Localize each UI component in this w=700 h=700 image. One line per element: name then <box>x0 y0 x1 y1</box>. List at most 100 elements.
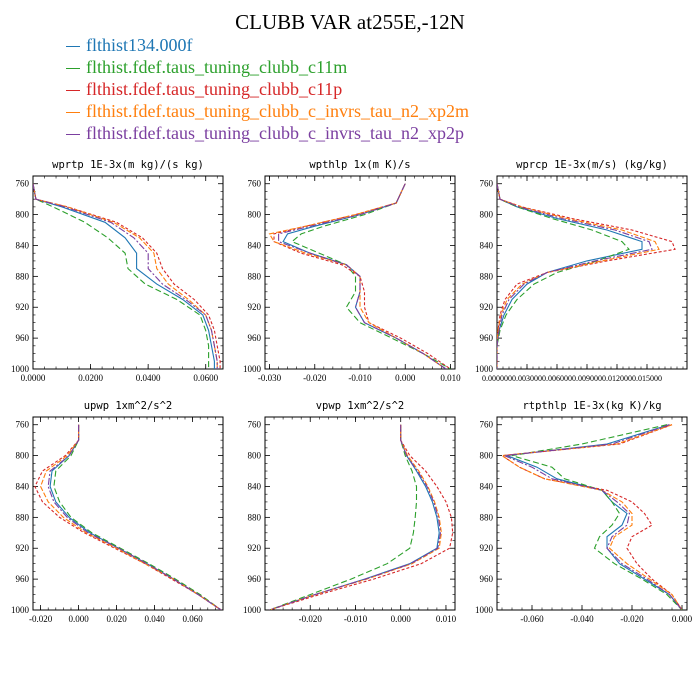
y-tick-label: 1000 <box>475 605 494 615</box>
x-tick-label: -0.020 <box>299 614 323 624</box>
x-tick-label: 0.0600 <box>193 373 218 383</box>
y-tick-label: 920 <box>16 302 30 312</box>
y-tick-label: 1000 <box>475 364 494 374</box>
y-tick-label: 800 <box>248 210 262 220</box>
series-line <box>33 183 210 369</box>
series-line <box>40 424 222 610</box>
series-line <box>33 183 221 369</box>
legend-swatch <box>66 46 80 48</box>
legend-item: flthist.fdef.taus_tuning_clubb_c_invrs_t… <box>66 100 469 122</box>
chart-panel: wpthlp 1x(m K)/s7608008408809209601000-0… <box>243 159 461 383</box>
series-line <box>506 424 683 610</box>
series-line <box>278 183 447 369</box>
y-tick-label: 800 <box>16 210 30 220</box>
series-line <box>53 424 222 610</box>
x-tick-label: 0.015000 <box>632 374 662 383</box>
legend-swatch <box>66 90 80 92</box>
x-tick-label: 0.010 <box>440 373 461 383</box>
panel-title: wprtp 1E-3x(m kg)/(s kg) <box>52 159 204 171</box>
x-tick-label: 0.020 <box>106 614 127 624</box>
series-line <box>497 183 630 369</box>
y-tick-label: 840 <box>16 481 30 491</box>
chart-panel: upwp 1xm^2/s^2 760 800 840 880 920 960 1000-0.0… <box>11 400 224 624</box>
series-line <box>49 424 222 610</box>
y-tick-label: 760 <box>16 179 30 189</box>
series-line <box>497 183 653 369</box>
series-line <box>511 424 683 610</box>
y-tick-label: 960 <box>480 574 494 584</box>
panel-title: vpwp 1xm^2/s^2 <box>316 400 405 412</box>
y-tick-label: 1000 <box>11 364 30 374</box>
x-tick-label: 0.0400 <box>136 373 161 383</box>
legend: flthist134.000f flthist.fdef.taus_tuning_… <box>66 34 469 144</box>
legend-swatch <box>66 112 80 114</box>
y-tick-label: 1000 <box>11 605 30 615</box>
x-tick-label: -0.010 <box>344 614 368 624</box>
x-tick-label: 0.060 <box>182 614 203 624</box>
y-tick-label: 840 <box>248 240 262 250</box>
series-line <box>269 424 442 610</box>
y-tick-label: 800 <box>248 451 262 461</box>
y-tick-label: 960 <box>248 574 262 584</box>
chart-panel: rtpthlp 1E-3x(kg K)/kg 760 800 840 880 920 960… <box>475 400 693 624</box>
series-line <box>47 424 222 610</box>
plot-frame <box>32 416 224 611</box>
y-tick-label: 920 <box>248 302 262 312</box>
series-line <box>502 424 683 610</box>
series-line <box>269 424 418 610</box>
y-tick-label: 960 <box>480 333 494 343</box>
series-line <box>273 183 451 369</box>
x-tick-label: 0.003000 <box>512 374 542 383</box>
y-tick-label: 880 <box>480 271 494 281</box>
y-tick-label: 880 <box>16 512 30 522</box>
series-line <box>500 424 683 610</box>
y-tick-label: 880 <box>248 271 262 281</box>
y-tick-label: 840 <box>16 240 30 250</box>
legend-item: flthist.fdef.taus_tuning_clubb_c11p <box>66 78 469 100</box>
y-tick-label: 1000 <box>243 605 262 615</box>
legend-swatch <box>66 134 80 136</box>
legend-label: flthist.fdef.taus_tuning_clubb_c_invrs_t… <box>86 123 464 143</box>
y-tick-label: 920 <box>16 543 30 553</box>
y-tick-label: 760 <box>16 420 30 430</box>
x-tick-label: 0.000 <box>672 614 693 624</box>
y-tick-label: 840 <box>480 481 494 491</box>
x-tick-label: -0.030 <box>258 373 282 383</box>
x-tick-label: -0.010 <box>348 373 372 383</box>
y-tick-label: 840 <box>248 481 262 491</box>
series-line <box>33 183 215 369</box>
y-tick-label: 960 <box>16 574 30 584</box>
series-line <box>269 424 454 610</box>
x-tick-label: 0.0000 <box>21 373 46 383</box>
series-line <box>497 183 676 369</box>
y-tick-label: 960 <box>248 333 262 343</box>
series-line <box>497 183 643 369</box>
series-line <box>33 183 218 369</box>
y-tick-label: 960 <box>16 333 30 343</box>
y-tick-label: 880 <box>16 271 30 281</box>
y-tick-label: 1000 <box>243 364 262 374</box>
plot-frame <box>496 175 688 370</box>
x-tick-label: 0.000 <box>395 373 416 383</box>
y-tick-label: 800 <box>16 451 30 461</box>
series-line <box>500 424 683 610</box>
legend-label: flthist.fdef.taus_tuning_clubb_c_invrs_t… <box>86 101 469 121</box>
legend-item: flthist.fdef.taus_tuning_clubb_c_invrs_t… <box>66 122 469 144</box>
plot-frame <box>264 416 456 611</box>
plot-frame <box>32 175 224 370</box>
y-tick-label: 880 <box>480 512 494 522</box>
chart-panel: vpwp 1xm^2/s^2 760 800 840 880 920 960 1000 -0.0… <box>243 400 457 624</box>
x-tick-label: 0.010 <box>436 614 457 624</box>
x-tick-label: -0.020 <box>29 614 53 624</box>
plot-frame <box>264 175 456 370</box>
chart-panel: wprtp 1E-3x(m kg)/(s kg) 760 800 840 880 920 9… <box>11 159 224 383</box>
x-tick-label: 0.009000 <box>572 374 602 383</box>
x-tick-label: 0.000000 <box>482 374 512 383</box>
y-tick-label: 800 <box>480 451 494 461</box>
x-tick-label: 0.000 <box>68 614 89 624</box>
x-tick-label: -0.020 <box>620 614 644 624</box>
y-tick-label: 760 <box>480 179 494 189</box>
legend-label: flthist.fdef.taus_tuning_clubb_c11p <box>86 79 343 99</box>
legend-label: flthist.fdef.taus_tuning_clubb_c11m <box>86 57 348 77</box>
